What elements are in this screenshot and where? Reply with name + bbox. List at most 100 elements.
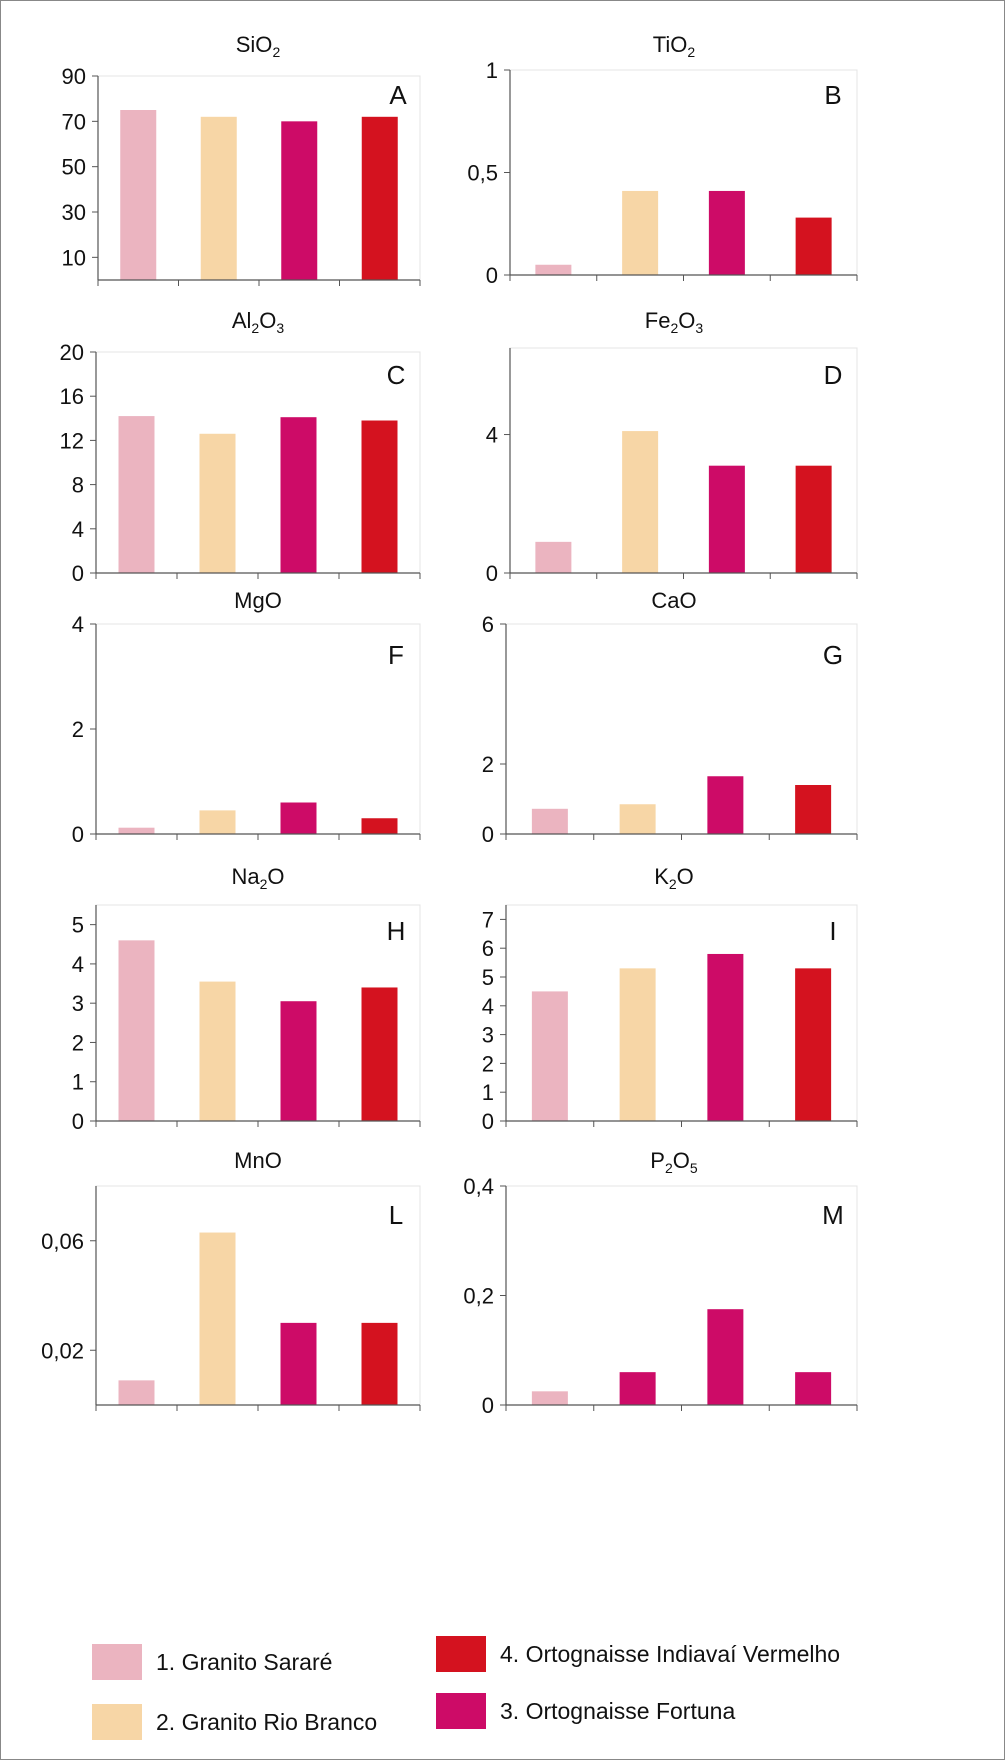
bar-l-1 <box>118 1380 155 1405</box>
legend-item-ortognaisse-indiavai: 4. Ortognaisse Indiavaí Vermelho <box>436 1636 840 1672</box>
legend-swatch-granito-rio-branco <box>92 1704 142 1740</box>
bar-b-2 <box>622 190 659 275</box>
y-tick-label: 3 <box>482 1023 494 1048</box>
bar-a-3 <box>281 121 318 280</box>
y-tick-label: 4 <box>486 423 498 448</box>
legend-item-granito-sarare: 1. Granito Sararé <box>92 1644 332 1680</box>
y-tick-label: 0 <box>72 822 84 847</box>
chart-title: K2O <box>654 864 694 892</box>
y-tick-label: 0,5 <box>467 161 498 186</box>
bar-c-3 <box>280 417 317 573</box>
y-tick-label: 6 <box>482 936 494 961</box>
panel-letter: C <box>387 360 406 390</box>
bar-c-2 <box>199 433 236 573</box>
bar-a-4 <box>361 116 398 280</box>
y-tick-label: 8 <box>72 473 84 498</box>
chart-panel-l: 0,02 0,06 MnO L <box>41 1148 421 1411</box>
legend-swatch-granito-sarare <box>92 1644 142 1680</box>
chart-panel-a: 10 30 50 70 90 SiO2 A <box>62 32 421 286</box>
panel-letter: F <box>388 640 404 670</box>
bar-a-2 <box>200 116 237 280</box>
y-tick-label: 2 <box>482 752 494 777</box>
plot-area <box>95 623 421 835</box>
chart-title: TiO2 <box>653 32 696 60</box>
y-tick-label: 0,4 <box>463 1174 494 1199</box>
panel-letter: I <box>829 916 836 946</box>
bar-m-4 <box>795 1372 832 1405</box>
bar-c-1 <box>118 416 155 573</box>
y-tick-label: 2 <box>482 1051 494 1076</box>
bar-h-3 <box>280 1001 317 1121</box>
y-tick-label: 0 <box>482 822 494 847</box>
bar-b-1 <box>535 264 572 275</box>
bar-m-1 <box>531 1391 568 1405</box>
bar-d-2 <box>622 431 659 573</box>
y-tick-label: 12 <box>60 428 84 453</box>
y-tick-label: 0 <box>486 263 498 288</box>
y-tick-label: 5 <box>72 913 84 938</box>
bar-b-4 <box>795 217 832 275</box>
legend-item-ortognaisse-fortuna: 3. Ortognaisse Fortuna <box>436 1693 735 1729</box>
legend-swatch-ortognaisse-indiavai <box>436 1636 486 1672</box>
legend-label: 4. Ortognaisse Indiavaí Vermelho <box>500 1640 841 1667</box>
bar-i-3 <box>707 953 744 1121</box>
chart-panel-b: 0 0,5 1 TiO2 B <box>467 32 858 288</box>
bar-d-1 <box>535 541 572 573</box>
bar-f-3 <box>280 802 317 834</box>
bar-b-3 <box>708 190 745 275</box>
y-tick-label: 30 <box>62 200 86 225</box>
panel-letter: H <box>387 916 406 946</box>
y-tick-label: 20 <box>60 340 84 365</box>
chart-title: SiO2 <box>236 32 281 60</box>
panel-letter: D <box>824 360 843 390</box>
bar-h-4 <box>361 987 398 1121</box>
y-tick-label: 1 <box>486 58 498 83</box>
legend-label: 3. Ortognaisse Fortuna <box>500 1697 736 1724</box>
bar-l-2 <box>199 1232 236 1405</box>
y-tick-label: 0 <box>72 561 84 586</box>
chart-panel-d: 0 4 Fe2O3 D <box>486 308 858 586</box>
bar-g-3 <box>707 776 744 834</box>
chart-panel-c: 0 4 8 12 16 20 Al2O3 C <box>60 308 421 586</box>
panel-letter: L <box>389 1200 403 1230</box>
bar-i-4 <box>795 968 832 1121</box>
chart-title: CaO <box>651 588 696 613</box>
chart-title: MnO <box>234 1148 282 1173</box>
y-tick-label: 0,2 <box>463 1284 494 1309</box>
legend-label: 2. Granito Rio Branco <box>156 1708 378 1735</box>
y-tick-label: 50 <box>62 155 86 180</box>
bar-g-4 <box>795 785 832 834</box>
chart-title: Na2O <box>231 864 284 892</box>
y-tick-label: 0 <box>72 1109 84 1134</box>
chart-title: Al2O3 <box>232 308 284 336</box>
bar-f-2 <box>199 810 236 834</box>
y-tick-label: 0 <box>482 1109 494 1134</box>
y-tick-label: 16 <box>60 384 84 409</box>
bar-l-3 <box>280 1322 317 1405</box>
bar-d-4 <box>795 465 832 573</box>
chart-title: MgO <box>234 588 282 613</box>
y-tick-label: 4 <box>482 994 494 1019</box>
bar-g-2 <box>619 804 656 834</box>
bar-m-2 <box>619 1372 656 1405</box>
bar-i-1 <box>531 991 568 1121</box>
legend-item-granito-rio-branco: 2. Granito Rio Branco <box>92 1704 377 1740</box>
y-tick-label: 90 <box>62 64 86 89</box>
y-tick-label: 4 <box>72 952 84 977</box>
legend-swatch-ortognaisse-fortuna <box>436 1693 486 1729</box>
bar-l-4 <box>361 1322 398 1405</box>
bar-h-1 <box>118 940 155 1121</box>
y-tick-label: 0 <box>486 561 498 586</box>
bar-i-2 <box>619 968 656 1121</box>
panel-letter: B <box>824 80 841 110</box>
bar-m-3 <box>707 1309 744 1405</box>
y-tick-label: 7 <box>482 907 494 932</box>
y-tick-label: 0,02 <box>41 1338 84 1363</box>
y-tick-label: 4 <box>72 517 84 542</box>
y-tick-label: 1 <box>72 1070 84 1095</box>
y-tick-label: 5 <box>482 965 494 990</box>
y-tick-label: 2 <box>72 1030 84 1055</box>
chart-title: P2O5 <box>650 1148 698 1176</box>
y-tick-label: 2 <box>72 717 84 742</box>
